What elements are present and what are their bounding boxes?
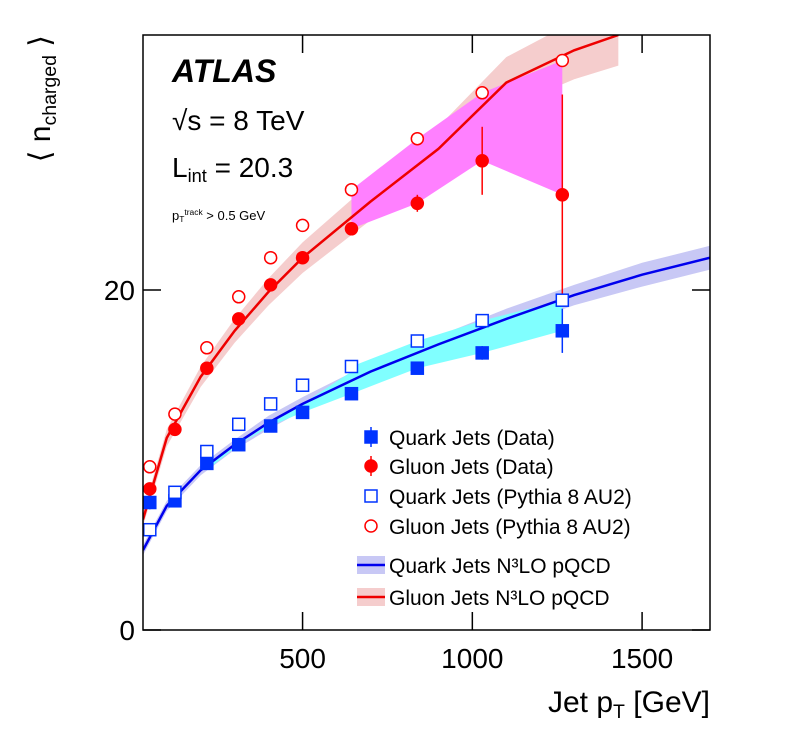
curve (143, 256, 710, 551)
text-part: p (172, 208, 179, 223)
text-part: > 0.5 GeV (203, 208, 266, 223)
marker (263, 397, 278, 411)
plot-area (143, 35, 710, 556)
text-part: ⟨ n (24, 126, 57, 163)
x-tick-label: 1500 (611, 643, 673, 674)
marker (200, 444, 214, 459)
plot-frame (142, 34, 711, 631)
marker (143, 460, 157, 474)
marker (200, 456, 214, 471)
marker (364, 459, 378, 473)
marker (231, 290, 246, 304)
text-part: track (184, 207, 203, 217)
marker (143, 522, 157, 537)
marker (555, 324, 570, 338)
marker (364, 430, 378, 444)
marker (344, 386, 359, 401)
legend-label: Quark Jets N³LO pQCD (389, 555, 611, 578)
marker (410, 361, 425, 375)
uncertainty-band (143, 245, 710, 556)
marker (295, 218, 310, 233)
legend-label: Gluon Jets N³LO pQCD (389, 587, 610, 610)
marker (231, 437, 246, 452)
legend-label: Gluon Jets (Pythia 8 AU2) (389, 516, 631, 539)
annotation: √s = 8 TeV (172, 105, 305, 136)
marker (555, 188, 570, 202)
text-part: T (179, 214, 184, 224)
marker (168, 485, 182, 500)
marker (364, 519, 378, 533)
marker (263, 250, 278, 265)
text-part: [GeV] (625, 686, 710, 719)
legend-label: Quark Jets (Data) (389, 427, 555, 450)
difference-band (351, 60, 563, 229)
marker (263, 278, 278, 292)
marker (295, 378, 310, 392)
marker (200, 341, 214, 355)
x-tick-label: 1000 (441, 643, 503, 674)
y-tick-label: 20 (104, 275, 135, 306)
text-part: int (188, 166, 207, 186)
marker (143, 482, 157, 496)
marker (475, 86, 489, 100)
text-part: charged (39, 55, 61, 125)
marker (143, 495, 157, 510)
marker (168, 422, 182, 437)
marker (410, 196, 425, 211)
marker (555, 53, 570, 68)
text-part: ATLAS (171, 53, 277, 89)
marker (263, 419, 278, 433)
marker (200, 361, 214, 375)
y-tick-label: 0 (119, 615, 135, 646)
text-part: ⟩ (24, 35, 57, 55)
marker (295, 250, 310, 265)
legend-label: Quark Jets (Pythia 8 AU2) (389, 486, 632, 509)
marker (168, 407, 182, 421)
marker (344, 182, 359, 197)
annotation: pTtrack > 0.5 GeV (172, 207, 266, 224)
legend-label: Gluon Jets (Data) (389, 456, 554, 479)
marker (475, 154, 489, 168)
text-part: Jet p (548, 686, 613, 719)
marker (475, 313, 489, 328)
annotation: ATLAS (171, 53, 277, 89)
marker (231, 312, 246, 326)
marker (344, 359, 359, 374)
text-part: L (172, 152, 188, 183)
difference-band (206, 371, 352, 471)
x-tick-label: 500 (279, 643, 326, 674)
marker (364, 489, 378, 503)
text-part: = 20.3 (207, 152, 293, 183)
marker (410, 334, 425, 348)
x-axis-label: Jet pT [GeV] (548, 686, 710, 723)
marker (231, 417, 246, 432)
text-part: √s = 8 TeV (172, 105, 305, 136)
y-axis-label: ⟨ ncharged ⟩ (24, 35, 61, 162)
annotation: Lint = 20.3 (172, 152, 293, 186)
marker (344, 222, 359, 236)
difference-band (351, 300, 563, 394)
marker (475, 346, 489, 360)
text-part: T (613, 701, 625, 723)
marker (555, 293, 570, 307)
marker (410, 131, 425, 146)
marker (295, 405, 310, 420)
